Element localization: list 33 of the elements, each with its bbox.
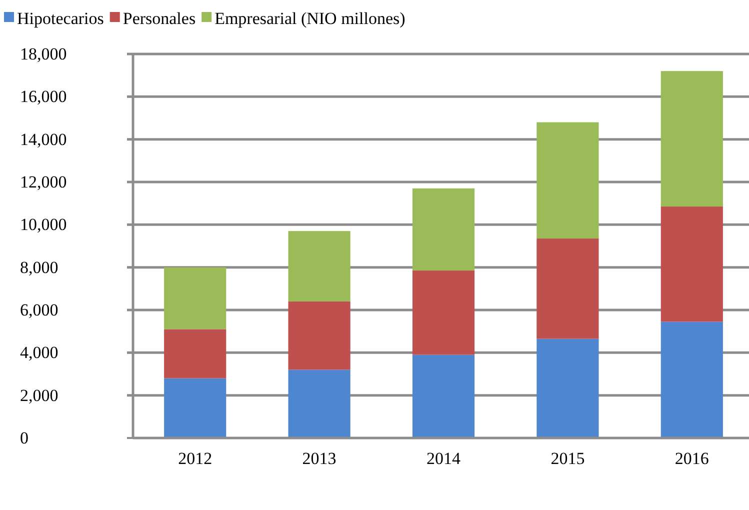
bar <box>412 354 475 438</box>
x-tick-label: 2013 <box>302 449 336 468</box>
bar <box>164 267 226 330</box>
bar <box>288 370 350 438</box>
bar <box>660 322 723 438</box>
y-tick-label: 6,000 <box>20 300 58 320</box>
x-tick-label: 2014 <box>426 449 461 468</box>
y-tick-label: 2,000 <box>20 386 58 405</box>
bar <box>536 238 599 339</box>
bar <box>660 71 723 207</box>
y-tick-label: 14,000 <box>20 130 67 149</box>
bar <box>164 329 226 378</box>
x-tick-label: 2016 <box>674 449 709 468</box>
bar <box>164 378 226 438</box>
bar <box>412 188 475 271</box>
bar <box>412 270 475 355</box>
x-tick-label: 2012 <box>178 449 212 468</box>
x-tick-label: 2015 <box>550 449 585 468</box>
bar <box>288 231 350 302</box>
legend-label: Personales <box>122 8 196 28</box>
bar <box>536 338 599 438</box>
bar <box>536 122 599 239</box>
bar <box>660 206 723 322</box>
bar <box>288 301 350 370</box>
y-tick-label: 4,000 <box>20 343 58 362</box>
y-tick-label: 0 <box>20 428 28 448</box>
y-tick-label: 16,000 <box>20 87 67 106</box>
y-tick-label: 12,000 <box>20 172 67 192</box>
y-tick-label: 8,000 <box>20 258 58 277</box>
y-tick-label: 10,000 <box>20 215 67 234</box>
y-tick-label: 18,000 <box>20 44 67 64</box>
legend-label: Empresarial (NIO millones) <box>214 8 406 28</box>
legend-label: Hipotecarios <box>17 8 104 28</box>
